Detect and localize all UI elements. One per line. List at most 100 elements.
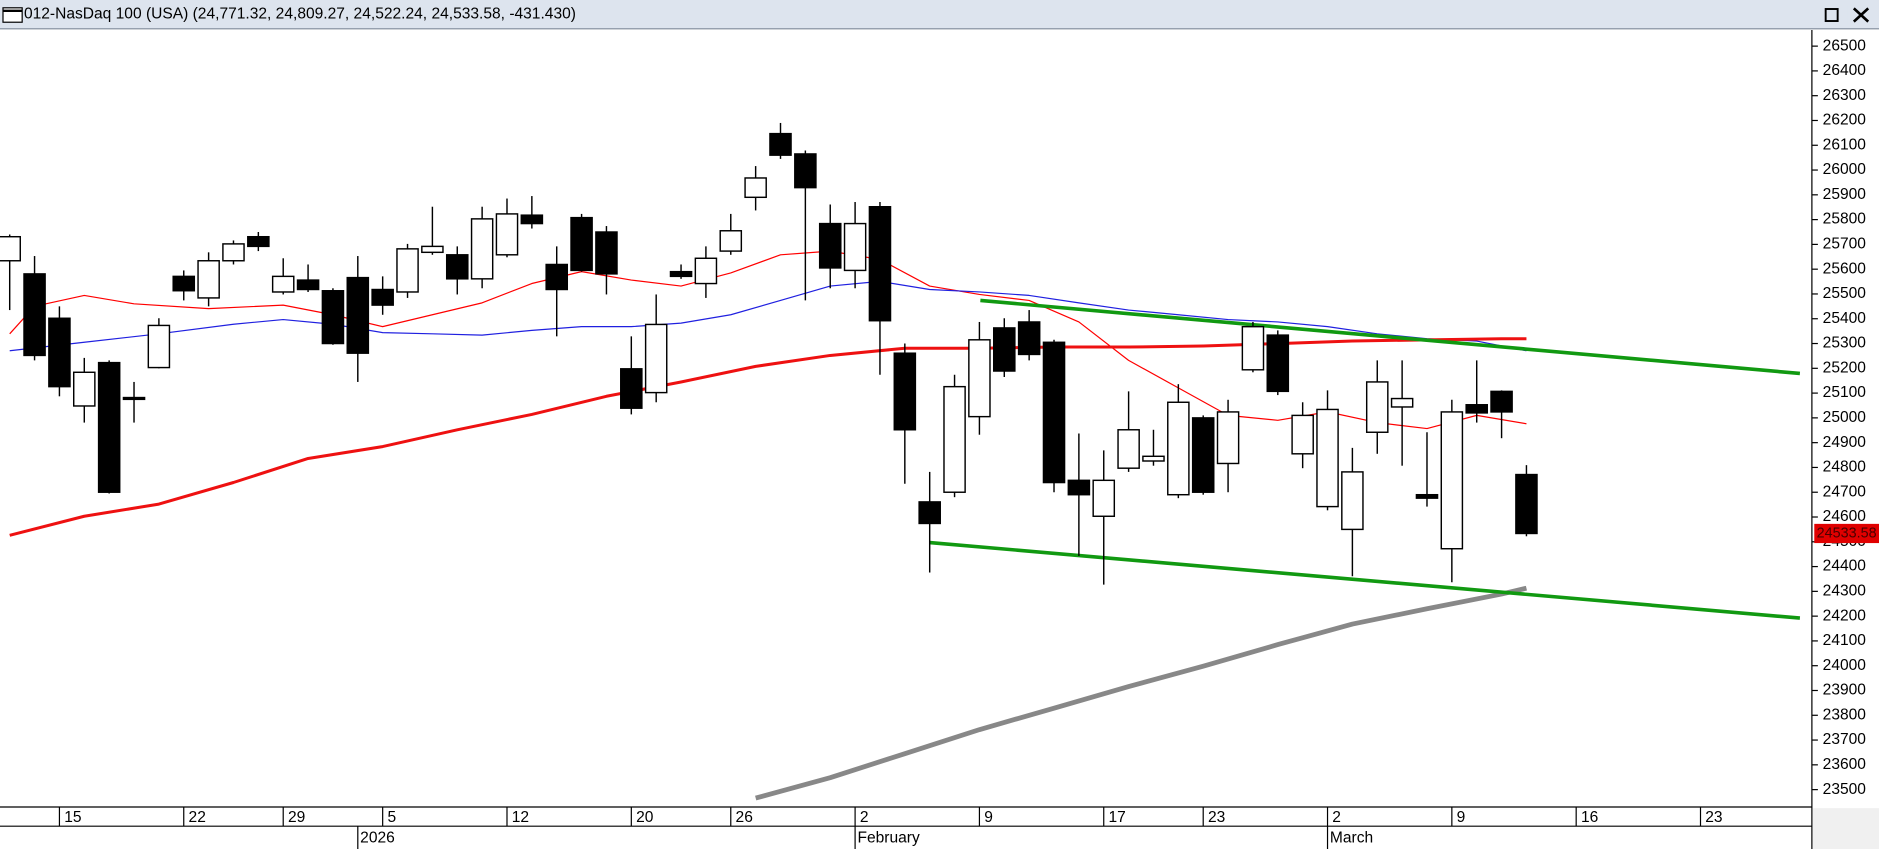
close-button[interactable] <box>1847 4 1875 26</box>
candle <box>644 294 668 403</box>
maximize-button-bg[interactable] <box>1820 4 1844 26</box>
x-tick-label: 12 <box>512 809 529 826</box>
candle <box>918 471 941 573</box>
candle <box>1042 339 1066 493</box>
overlay-line <box>9 250 1527 430</box>
candle-body <box>1490 390 1513 413</box>
candle-body <box>644 323 668 394</box>
candle-body <box>73 371 96 407</box>
y-tick-label: 24700 <box>1823 483 1867 500</box>
maximize-icon[interactable] <box>1824 8 1839 22</box>
candle-body <box>1291 414 1314 455</box>
candle-body <box>1142 455 1165 462</box>
x-tick-label: 23 <box>1705 809 1722 826</box>
candle-body <box>1465 404 1489 414</box>
candle <box>445 246 469 295</box>
candle-body <box>122 396 146 401</box>
x-tick-label: 15 <box>64 809 82 826</box>
candle <box>794 150 817 301</box>
candle <box>943 374 966 498</box>
candle-body <box>694 257 718 285</box>
candle <box>893 343 917 484</box>
candle <box>1191 415 1215 495</box>
candle <box>1365 360 1389 454</box>
candle <box>595 226 618 295</box>
candle-body <box>1216 411 1240 465</box>
candle <box>520 196 544 229</box>
y-tick-label: 26500 <box>1823 37 1867 54</box>
y-tick-label: 23500 <box>1823 781 1867 798</box>
candle <box>545 246 569 337</box>
candle-body <box>0 235 21 262</box>
candle-body <box>719 230 743 252</box>
candle-body <box>1167 401 1190 496</box>
month-tick-label: February <box>857 829 919 846</box>
candle <box>421 206 444 255</box>
candle <box>1390 360 1414 466</box>
candle-body <box>1067 479 1091 496</box>
y-tick-label: 25900 <box>1823 186 1867 203</box>
candle-body <box>1316 408 1339 508</box>
y-tick-label: 25400 <box>1823 310 1867 327</box>
y-tick-label: 26400 <box>1823 62 1867 79</box>
candle <box>992 318 1016 377</box>
last-price-box <box>1814 523 1879 544</box>
candle <box>744 166 767 211</box>
candle <box>1291 402 1314 469</box>
y-tick-label: 25100 <box>1823 384 1867 401</box>
candle <box>371 276 394 315</box>
candle-body <box>769 132 792 156</box>
candle <box>1067 433 1091 556</box>
candle <box>247 232 270 252</box>
y-tick-label: 24200 <box>1823 607 1867 624</box>
maximize-button[interactable] <box>1820 4 1844 26</box>
overlay-line <box>755 585 1527 801</box>
candle-body <box>1266 334 1290 393</box>
candle <box>1490 390 1513 439</box>
candle-body <box>620 368 643 409</box>
candle-body <box>445 254 469 280</box>
candle-body <box>570 216 593 272</box>
candle-body <box>1092 479 1116 517</box>
month-tick-label: March <box>1330 829 1373 846</box>
x-tick-label: 2 <box>1332 809 1341 826</box>
candle-body <box>520 214 544 225</box>
candle-body <box>843 222 867 272</box>
candle-body <box>893 352 917 431</box>
candle-body <box>23 273 46 357</box>
candle <box>1167 384 1190 499</box>
candle-body <box>321 290 345 345</box>
candle <box>1142 429 1165 466</box>
candle <box>1117 391 1140 472</box>
x-tick-label: 9 <box>984 809 993 826</box>
close-icon[interactable] <box>1852 7 1870 23</box>
axis-corner <box>1813 808 1879 849</box>
candle <box>0 234 21 311</box>
candle <box>321 288 345 345</box>
candle <box>296 264 320 292</box>
candle <box>222 240 245 265</box>
x-tick-label: 20 <box>636 809 654 826</box>
candle <box>1440 399 1464 583</box>
y-tick-label: 25600 <box>1823 260 1867 277</box>
y-tick-label: 25700 <box>1823 236 1867 253</box>
y-tick-label: 25200 <box>1823 359 1867 376</box>
axes: 23500 23600 23700 23800 23900 24000 24100 24200… <box>58 37 1879 849</box>
candle <box>1092 450 1116 585</box>
y-tick-label: 23700 <box>1823 731 1867 748</box>
candle-body <box>48 317 71 388</box>
x-tick-label: 23 <box>1208 809 1225 826</box>
x-tick-label: 9 <box>1457 809 1466 826</box>
y-tick-label: 26100 <box>1823 136 1867 153</box>
candle-body <box>1191 417 1215 493</box>
candle <box>97 360 121 494</box>
candle-body <box>1365 381 1389 433</box>
candle <box>122 381 146 423</box>
y-tick-label: 25300 <box>1823 335 1867 352</box>
x-tick-label: 5 <box>387 809 396 826</box>
candle-body <box>669 270 693 278</box>
y-tick-label: 24800 <box>1823 459 1867 476</box>
candle-body <box>495 213 519 256</box>
